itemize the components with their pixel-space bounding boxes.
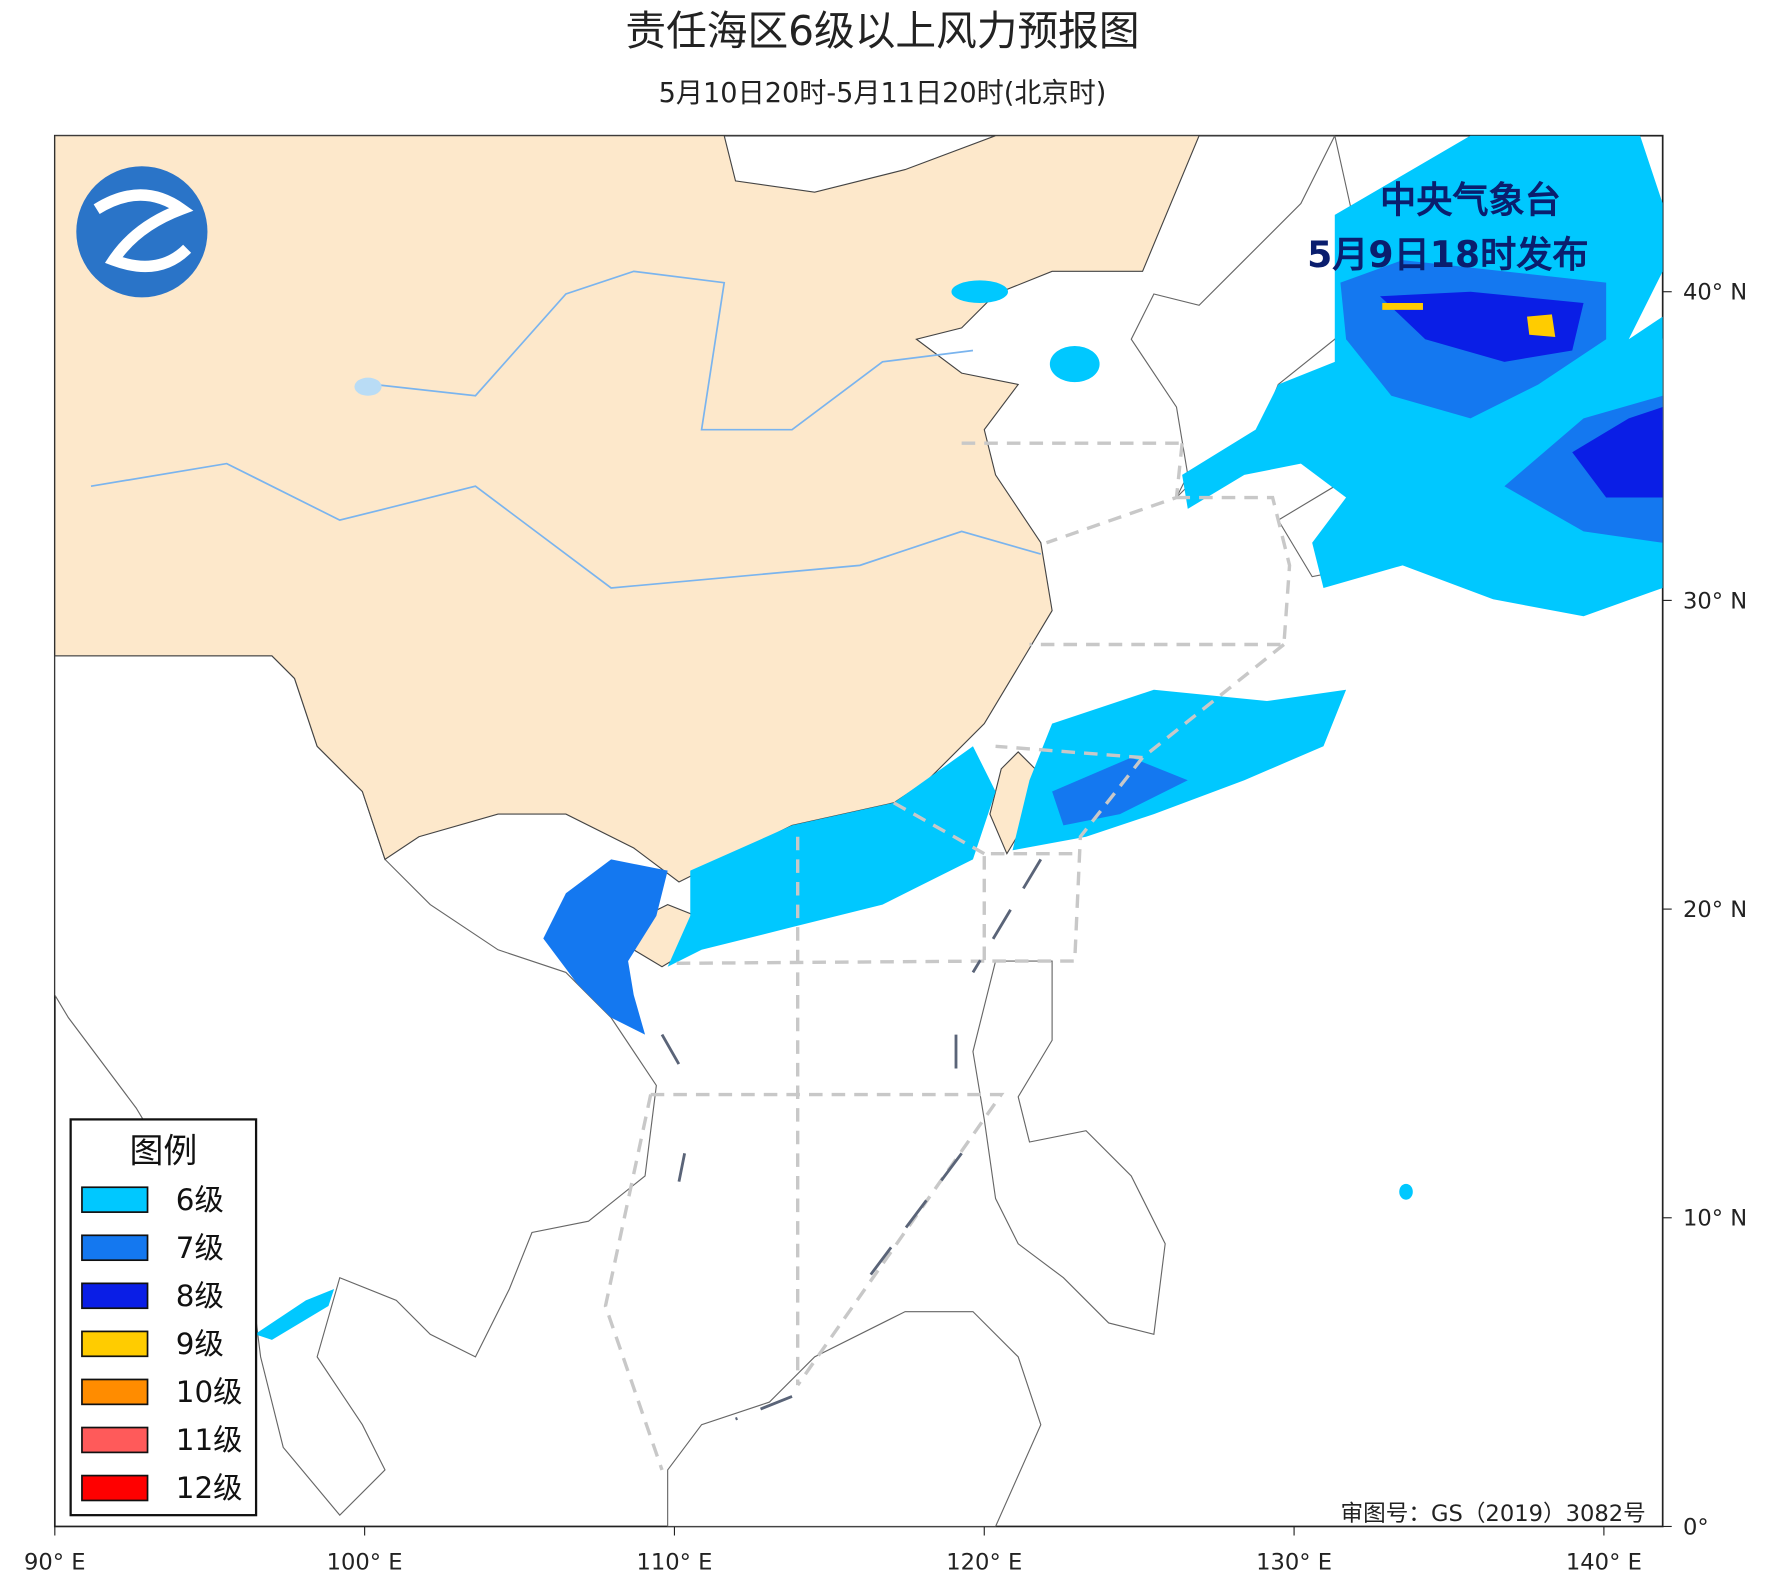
wind-area-6 [667,746,996,967]
land-outline [972,960,1166,1335]
subtitle: 5月10日20时-5月11日20时(北京时) [659,78,1107,109]
logo [93,189,194,273]
wind-area-7 [543,859,668,1035]
lat-tick-label: 30° N [1683,588,1747,614]
issuer: 中央气象台 [1380,179,1561,222]
lat-tick-label: 10° N [1683,1206,1747,1232]
land-outline [667,1311,1042,1527]
legend-label: 10级 [176,1375,243,1409]
lon-tick-label: 120° E [946,1549,1022,1575]
axis-ticks: 90° E 100° E 110° E 120° E 130° E 140° E 0° 10°… [24,280,1747,1576]
lon-tick-label: 140° E [1566,1549,1642,1575]
wind-area-9 [1382,303,1556,337]
legend-swatch [81,1426,149,1454]
wind-area-6 [951,280,1009,304]
issue-time: 5月9日18时发布 [1307,233,1589,276]
lon-tick-label: 100° E [327,1549,403,1575]
legend-label: 11级 [176,1423,243,1457]
lon-tick-label: 110° E [636,1549,712,1575]
legend-title: 图例 [129,1131,197,1170]
lat-tick-label: 0° [1683,1514,1709,1540]
legend-swatch [81,1474,149,1502]
wind-area-6 [1049,345,1100,383]
wind-area-8 [1572,407,1663,498]
legend-swatch [81,1282,149,1310]
legend-swatch [81,1186,149,1213]
legend-label: 8级 [176,1279,224,1313]
river [373,270,974,431]
legend-label: 9级 [176,1327,224,1361]
lon-tick-label: 130° E [1256,1549,1332,1575]
approval-number: 审图号：GS（2019）3082号 [1341,1501,1646,1527]
lon-tick-label: 90° E [24,1549,86,1575]
china-land [54,135,1200,883]
legend-swatch [81,1378,149,1406]
title: 责任海区6级以上风力预报图 [625,7,1139,55]
legend-label: 6级 [176,1183,224,1217]
wind-area-8 [1380,291,1584,362]
wind-area-6 [254,1289,335,1340]
wind-area-6 [1399,1183,1413,1200]
wind-area-7 [1052,757,1188,826]
legend-swatch [81,1234,149,1262]
legend-swatch [81,1330,149,1358]
sea-area-boundary [603,441,1292,1471]
river [90,462,1042,589]
legend: 图例 6级 7级 8级 9级 10级 11级 12级 [69,1118,258,1517]
legend-label: 7级 [176,1231,224,1265]
legend-label: 12级 [176,1471,243,1505]
lat-tick-label: 20° N [1683,897,1747,923]
lake [354,377,382,396]
map: 中央气象台 5月9日18时发布 审图号：GS（2019）3082号 [53,134,1664,1528]
lat-tick-label: 40° N [1683,280,1747,306]
boundary-line [660,858,1043,1421]
